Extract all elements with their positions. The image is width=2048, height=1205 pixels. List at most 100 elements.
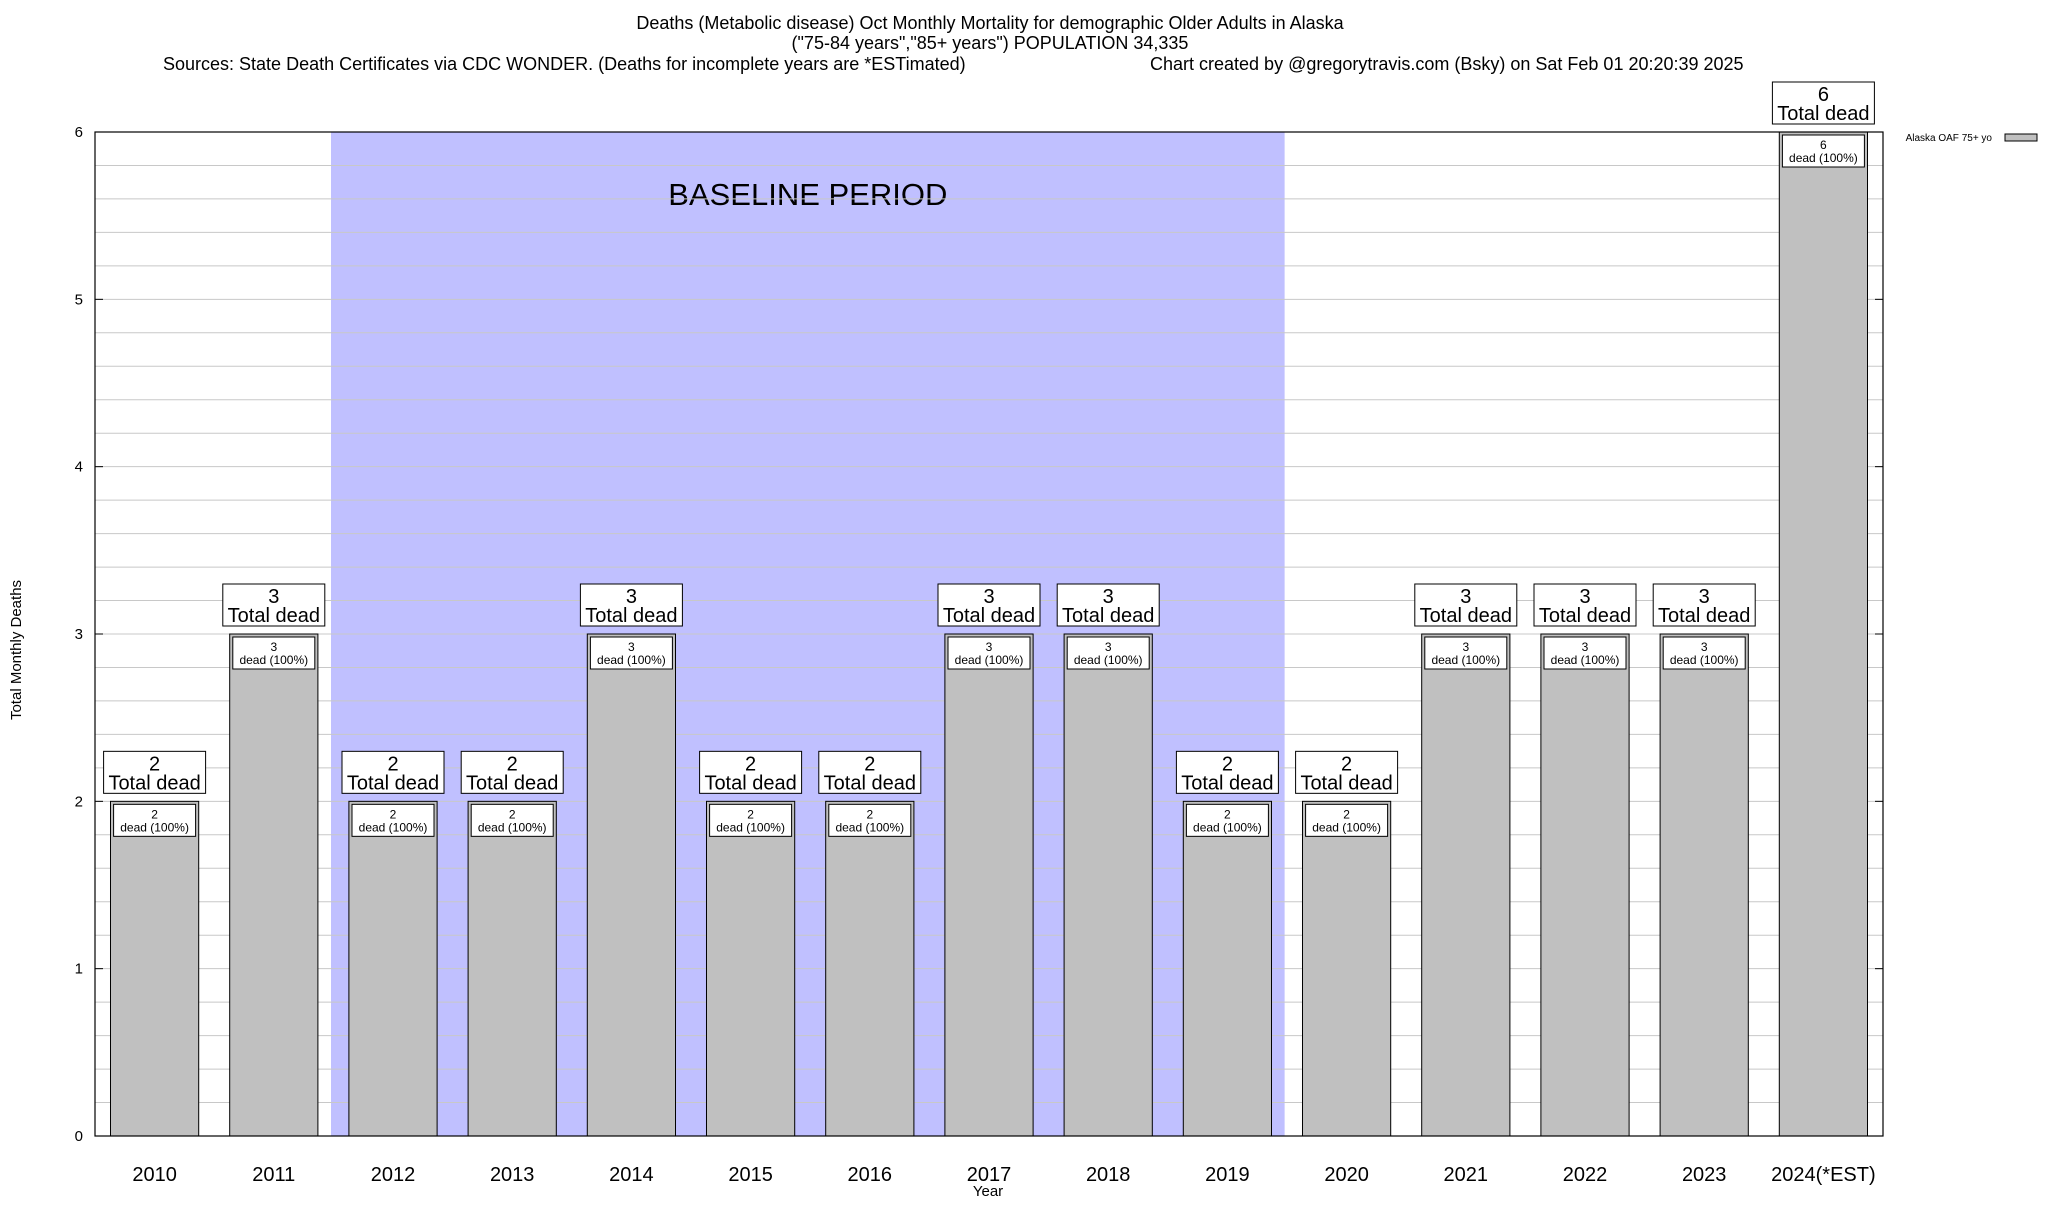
titles: Deaths (Metabolic disease) Oct Monthly M… [8, 13, 1744, 1200]
bar-total-label: Total dead [824, 772, 916, 794]
bar-inner-label: dead (100%) [597, 653, 666, 667]
bar-inner-label: dead (100%) [1312, 820, 1381, 834]
x-tick-label: 2020 [1324, 1164, 1369, 1186]
chart-title: Deaths (Metabolic disease) Oct Monthly M… [636, 13, 1344, 33]
bar-total-label-box [1652, 583, 1756, 627]
bar-inner-value: 3 [1701, 640, 1708, 654]
bar-inner-label: dead (100%) [478, 820, 547, 834]
x-tick-label: 2022 [1563, 1164, 1608, 1186]
bar-total-value: 2 [745, 753, 756, 775]
bar-total-value: 3 [1579, 586, 1590, 608]
sources-note: Sources: State Death Certificates via CD… [163, 54, 966, 74]
bar-total-label-box [1175, 750, 1279, 794]
bar-inner-label-box [947, 636, 1031, 670]
bar-inner-label: dead (100%) [1551, 653, 1620, 667]
bar [229, 633, 319, 1137]
bar-inner-value: 3 [270, 640, 277, 654]
bar-total-label: Total dead [1300, 772, 1392, 794]
bar [1778, 131, 1869, 1137]
bar-total-label-box [222, 583, 326, 627]
bar-inner-label: dead (100%) [1789, 151, 1858, 165]
bar-total-label: Total dead [943, 605, 1035, 627]
bar-total-label: Total dead [228, 605, 320, 627]
bar-total-value: 2 [1222, 753, 1233, 775]
bar-inner-value: 2 [747, 807, 754, 821]
legend: Alaska OAF 75+ yo [1906, 133, 2038, 144]
x-tick-label: 2015 [728, 1164, 773, 1186]
bar-inner-label-box [232, 636, 316, 670]
legend-swatch [2004, 133, 2038, 142]
bar-total-label: Total dead [704, 772, 796, 794]
legend-label: Alaska OAF 75+ yo [1906, 133, 1993, 144]
bar-total-label: Total dead [1777, 103, 1869, 125]
bar-total-label-box [1056, 583, 1160, 627]
x-tick-label: 2019 [1205, 1164, 1250, 1186]
x-tick-label: 2021 [1444, 1164, 1489, 1186]
bar-inner-label: dead (100%) [955, 653, 1024, 667]
y-axis-label: Total Monthly Deaths [8, 580, 25, 720]
bar-total-value: 2 [387, 753, 398, 775]
bar-total-label-box [937, 583, 1041, 627]
y-tick-label: 0 [75, 1128, 83, 1145]
bar-total-label-box [818, 750, 922, 794]
bar-inner-label: dead (100%) [120, 820, 189, 834]
bar-inner-value: 3 [1105, 640, 1112, 654]
bar-inner-label-box [351, 803, 435, 837]
bar-inner-value: 3 [628, 640, 635, 654]
bar [467, 800, 557, 1137]
bar-inner-label-box [1305, 803, 1389, 837]
x-tick-label: 2010 [132, 1164, 177, 1186]
bar-inner-label-box [113, 803, 197, 837]
x-tick-label: 2012 [371, 1164, 416, 1186]
y-tick-label: 4 [75, 459, 83, 476]
bar-total-value: 2 [864, 753, 875, 775]
bar [1182, 800, 1273, 1137]
bar-inner-label: dead (100%) [1193, 820, 1262, 834]
bar-total-value: 6 [1818, 84, 1829, 106]
bar-inner-label-box [1066, 636, 1150, 670]
x-axis-label: Year [973, 1183, 1003, 1200]
bar-total-value: 2 [1341, 753, 1352, 775]
bar-total-label-box [1414, 583, 1518, 627]
x-tick-label: 2024(*EST) [1771, 1164, 1876, 1186]
bar-inner-label-box [1543, 636, 1627, 670]
credit-note: Chart created by @gregorytravis.com (Bsk… [1150, 54, 1744, 74]
bar-total-label-box [103, 750, 207, 794]
x-tick-label: 2017 [967, 1164, 1012, 1186]
chart-subtitle: ("75-84 years","85+ years") POPULATION 3… [792, 33, 1189, 53]
bar-total-label-box [699, 750, 803, 794]
bar-total-label: Total dead [1420, 605, 1512, 627]
bar-total-label-box [579, 583, 683, 627]
x-tick-label: 2016 [848, 1164, 893, 1186]
bar [109, 800, 200, 1137]
bar-total-label-box [1295, 750, 1399, 794]
x-tick-label: 2011 [252, 1164, 295, 1186]
bars-layer [109, 131, 1869, 1137]
y-tick-label: 5 [75, 291, 83, 308]
bar-inner-value: 2 [151, 807, 158, 821]
bar-inner-value: 2 [509, 807, 516, 821]
bar-inner-label: dead (100%) [835, 820, 904, 834]
y-tick-label: 3 [75, 626, 83, 643]
bar [1301, 800, 1392, 1137]
bar-inner-label: dead (100%) [716, 820, 785, 834]
bar-inner-label-box [828, 803, 912, 837]
bar-inner-label-box [709, 803, 793, 837]
bar-inner-value: 3 [1462, 640, 1469, 654]
bar-total-value: 3 [1103, 586, 1114, 608]
bar [1659, 633, 1749, 1137]
bar [586, 633, 677, 1137]
x-tick-label: 2023 [1682, 1164, 1727, 1186]
bar-total-label: Total dead [1658, 605, 1750, 627]
bar-total-value: 3 [983, 586, 994, 608]
bar-total-label: Total dead [1539, 605, 1631, 627]
bar-total-value: 3 [626, 586, 637, 608]
y-tick-label: 2 [75, 793, 83, 810]
bar-total-label: Total dead [466, 772, 558, 794]
bar-total-label: Total dead [1181, 772, 1273, 794]
bar-inner-label: dead (100%) [239, 653, 308, 667]
bar-total-label-box [341, 750, 445, 794]
bar-total-label: Total dead [108, 772, 200, 794]
